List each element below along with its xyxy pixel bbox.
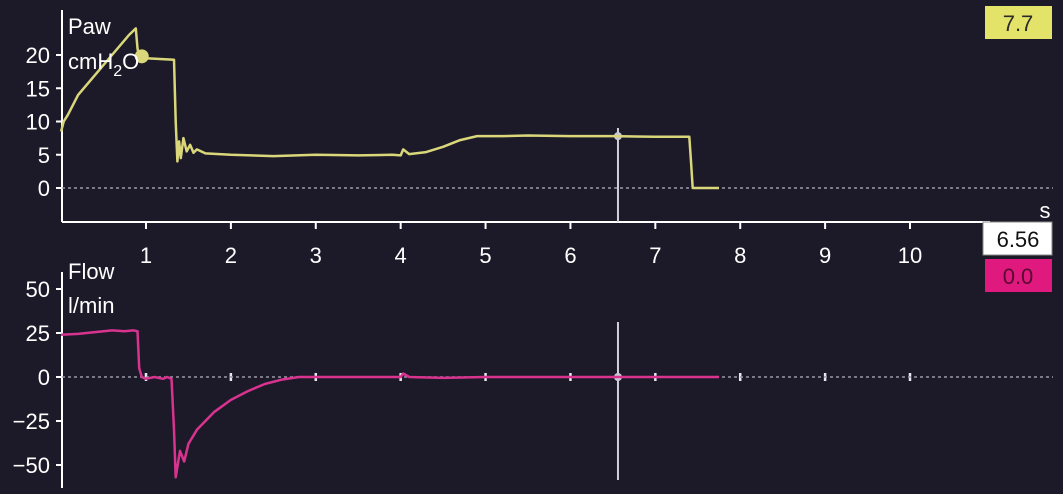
flow-y-tick-label: 0 bbox=[38, 365, 50, 390]
pressure-y-tick-label: 20 bbox=[26, 43, 50, 68]
pressure-value-badge bbox=[985, 6, 1052, 39]
pressure-trace bbox=[59, 27, 719, 190]
x-tick-label: 6 bbox=[564, 243, 576, 268]
flow-y-tick-label: −50 bbox=[13, 453, 50, 478]
time-unit-label: s bbox=[1040, 198, 1051, 223]
pressure-value: 7.7 bbox=[1003, 11, 1034, 36]
x-tick-label: 4 bbox=[395, 243, 407, 268]
flow-ylabel-line2: l/min bbox=[68, 293, 114, 318]
pressure-y-tick-label: 10 bbox=[26, 110, 50, 135]
flow-value: 0.0 bbox=[1003, 264, 1034, 289]
x-tick-label: 9 bbox=[819, 243, 831, 268]
pressure-ylabel-line2: cmH2O bbox=[68, 49, 139, 80]
pressure-y-tick-label: 15 bbox=[26, 76, 50, 101]
time-value: 6.56 bbox=[997, 227, 1040, 252]
pressure-ylabel-line1: Paw bbox=[68, 14, 111, 39]
x-tick-label: 8 bbox=[734, 243, 746, 268]
pressure-y-tick-label: 5 bbox=[38, 143, 50, 168]
flow-trace bbox=[61, 329, 719, 479]
x-tick-label: 5 bbox=[479, 243, 491, 268]
x-tick-label: 1 bbox=[140, 243, 152, 268]
x-tick-label: 10 bbox=[898, 243, 922, 268]
x-tick-label: 3 bbox=[310, 243, 322, 268]
flow-ylabel-line1: Flow bbox=[68, 259, 115, 284]
time-value-badge bbox=[982, 221, 1053, 256]
x-tick-label: 2 bbox=[225, 243, 237, 268]
flow-y-tick-label: 25 bbox=[26, 321, 50, 346]
x-tick-label: 7 bbox=[649, 243, 661, 268]
pressure-y-tick-label: 0 bbox=[38, 176, 50, 201]
pressure-hold-marker bbox=[134, 49, 149, 64]
flow-y-tick-label: −25 bbox=[13, 409, 50, 434]
flow-value-badge bbox=[985, 259, 1052, 292]
flow-panel: 50 25 0 −25 −50 Flow l/min 0.0 bbox=[13, 259, 1053, 488]
pressure-panel: 0 5 10 15 20 1 2 3 4 5 6 7 8 9 10 Paw cmH2O 7.7 s 6.56 bbox=[26, 6, 1053, 268]
flow-y-tick-label: 50 bbox=[26, 277, 50, 302]
